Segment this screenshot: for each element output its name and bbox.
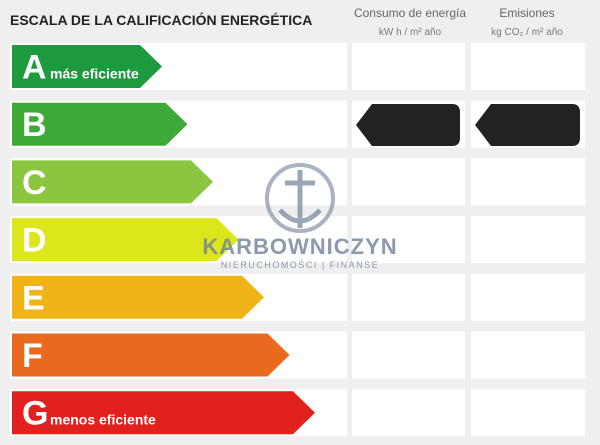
value-cell — [471, 216, 585, 264]
value-cell — [352, 389, 465, 437]
value-cell — [352, 43, 465, 90]
column-unit: kW h / m² año — [379, 27, 442, 38]
rating-letter: A — [22, 49, 47, 87]
value-cell — [471, 273, 585, 321]
rating-arrow — [12, 275, 264, 319]
rating-arrow — [12, 218, 239, 262]
column-title: Consumo de energía — [354, 6, 466, 20]
value-cell — [352, 216, 465, 264]
rating-indicator — [475, 104, 580, 146]
rating-letter: G — [22, 395, 48, 433]
value-cell — [471, 158, 585, 206]
column-title: Emisiones — [499, 6, 554, 20]
rating-arrow — [12, 45, 162, 88]
rating-arrow — [12, 160, 213, 204]
rating-letter: E — [22, 279, 45, 317]
watermark-tagline: NIERUCHOMOŚCI | FINANSE — [221, 259, 379, 270]
value-cell — [352, 158, 465, 206]
watermark-icon — [265, 163, 335, 233]
label-title: ESCALA DE LA CALIFICACIÓN ENERGÉTICA — [10, 11, 312, 28]
value-cell — [471, 389, 585, 437]
rating-letter: C — [22, 164, 47, 202]
column-unit: kg CO₂ / m² año — [491, 27, 563, 38]
value-cell — [352, 331, 465, 379]
value-cell — [352, 273, 465, 321]
rating-indicator — [356, 104, 460, 146]
watermark-name: KARBOWNICZYN — [202, 234, 397, 259]
rating-arrow — [12, 102, 188, 146]
rating-label: más eficiente — [50, 66, 139, 82]
rating-label: menos eficiente — [50, 412, 156, 428]
indicators — [356, 104, 580, 146]
value-cell — [471, 331, 585, 379]
watermark: KARBOWNICZYN NIERUCHOMOŚCI | FINANSE — [202, 163, 397, 270]
rating-arrow — [12, 333, 290, 377]
value-cell — [471, 43, 585, 90]
rating-letter: F — [22, 337, 43, 375]
rating-letter: B — [22, 106, 47, 144]
rating-letter: D — [22, 222, 47, 260]
rating-arrow — [12, 391, 315, 435]
watermark-icon — [278, 170, 322, 228]
